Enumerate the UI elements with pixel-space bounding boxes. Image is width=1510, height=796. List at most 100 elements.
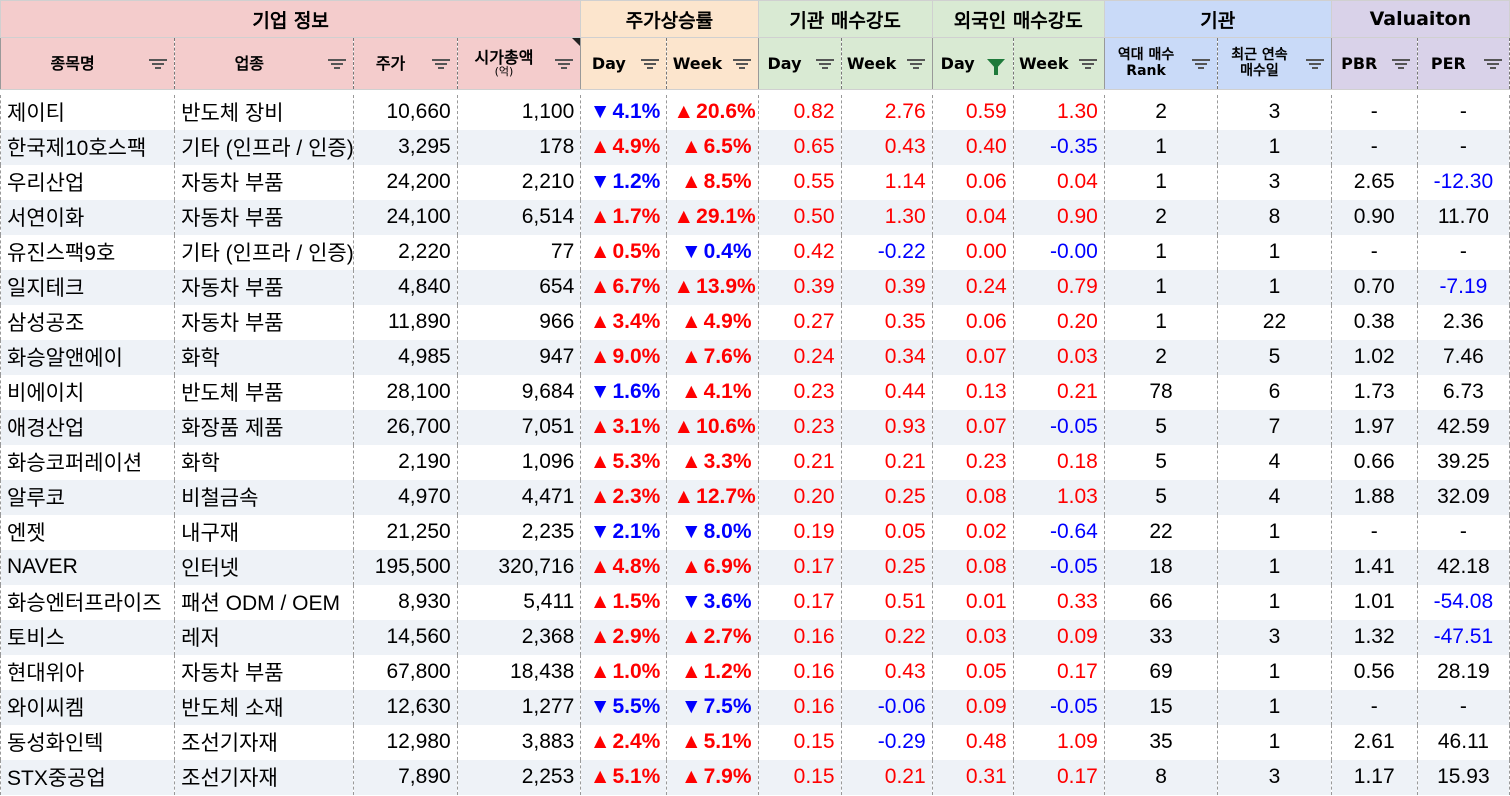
cell-price-day[interactable]: 5.3% <box>580 444 668 480</box>
cell-foreign-week[interactable]: 1.09 <box>1012 724 1105 760</box>
cell-name[interactable]: 엔젯 <box>0 514 176 550</box>
cell-foreign-day[interactable]: 0.05 <box>931 654 1014 690</box>
cell-foreign-day[interactable]: 0.01 <box>931 584 1014 620</box>
cell-foreign-week[interactable]: 0.21 <box>1012 374 1105 410</box>
cell-name[interactable]: 화승코퍼레이션 <box>0 444 176 480</box>
cell-inst-week[interactable]: 2.76 <box>840 94 933 130</box>
cell-foreign-day[interactable]: 0.23 <box>931 444 1014 480</box>
cell-inst-week[interactable]: 0.93 <box>840 409 933 445</box>
cell-market-cap[interactable]: 4,471 <box>456 479 582 515</box>
cell-streak[interactable]: 22 <box>1217 304 1332 340</box>
cell-foreign-week[interactable]: 0.17 <box>1012 654 1105 690</box>
cell-inst-week[interactable]: -0.29 <box>840 724 933 760</box>
cell-per[interactable]: 42.59 <box>1416 409 1510 445</box>
cell-price-week[interactable]: 1.2% <box>666 654 759 690</box>
cell-rank[interactable]: 5 <box>1103 444 1219 480</box>
cell-inst-day[interactable]: 0.55 <box>757 164 842 200</box>
cell-per[interactable]: 32.09 <box>1416 479 1510 515</box>
cell-price[interactable]: 4,985 <box>353 339 458 375</box>
cell-price[interactable]: 24,200 <box>353 164 458 200</box>
cell-per[interactable]: 15.93 <box>1416 759 1510 795</box>
cell-inst-week[interactable]: 0.51 <box>840 584 933 620</box>
cell-per[interactable]: -12.30 <box>1416 164 1510 200</box>
cell-streak[interactable]: 1 <box>1217 234 1332 270</box>
cell-foreign-day[interactable]: 0.09 <box>931 689 1014 725</box>
cell-price-week[interactable]: 7.5% <box>666 689 759 725</box>
cell-inst-day[interactable]: 0.16 <box>757 654 842 690</box>
cell-streak[interactable]: 1 <box>1217 129 1332 165</box>
cell-price-day[interactable]: 9.0% <box>580 339 668 375</box>
cell-rank[interactable]: 5 <box>1103 409 1219 445</box>
table-row[interactable]: 토비스레저14,5602,3682.9%2.7%0.160.220.030.09… <box>0 619 1510 655</box>
cell-foreign-day[interactable]: 0.04 <box>931 199 1014 235</box>
cell-name[interactable]: STX중공업 <box>0 759 176 795</box>
cell-foreign-week[interactable]: -0.05 <box>1012 549 1105 585</box>
cell-price[interactable]: 11,890 <box>353 304 458 340</box>
col-header-sector[interactable]: 업종 <box>174 37 355 90</box>
cell-sector[interactable]: 비철금속 <box>174 479 355 515</box>
cell-inst-day[interactable]: 0.16 <box>757 689 842 725</box>
cell-name[interactable]: 애경산업 <box>0 409 176 445</box>
cell-sector[interactable]: 기타 (인프라 / 인증) <box>174 234 355 270</box>
cell-per[interactable]: 46.11 <box>1416 724 1510 760</box>
cell-rank[interactable]: 66 <box>1103 584 1219 620</box>
cell-price-week[interactable]: 13.9% <box>666 269 759 305</box>
cell-foreign-day[interactable]: 0.06 <box>931 304 1014 340</box>
filter-icon[interactable] <box>732 57 752 71</box>
cell-price-day[interactable]: 1.7% <box>580 199 668 235</box>
cell-price-week[interactable]: 29.1% <box>666 199 759 235</box>
cell-market-cap[interactable]: 2,368 <box>456 619 582 655</box>
cell-price[interactable]: 7,890 <box>353 759 458 795</box>
cell-rank[interactable]: 18 <box>1103 549 1219 585</box>
cell-pbr[interactable]: 0.56 <box>1330 654 1418 690</box>
cell-sector[interactable]: 인터넷 <box>174 549 355 585</box>
cell-price[interactable]: 21,250 <box>353 514 458 550</box>
cell-market-cap[interactable]: 1,100 <box>456 94 582 130</box>
cell-price-week[interactable]: 6.5% <box>666 129 759 165</box>
filter-icon[interactable] <box>1078 57 1098 71</box>
filter-icon[interactable] <box>1305 57 1325 71</box>
table-row[interactable]: 화승코퍼레이션화학2,1901,0965.3%3.3%0.210.210.230… <box>0 444 1510 480</box>
cell-sector[interactable]: 반도체 장비 <box>174 94 355 130</box>
cell-price[interactable]: 2,220 <box>353 234 458 270</box>
cell-pbr[interactable]: 0.70 <box>1330 269 1418 305</box>
cell-market-cap[interactable]: 178 <box>456 129 582 165</box>
cell-pbr[interactable]: 1.88 <box>1330 479 1418 515</box>
cell-inst-week[interactable]: 0.22 <box>840 619 933 655</box>
cell-price-day[interactable]: 2.1% <box>580 514 668 550</box>
cell-sector[interactable]: 내구재 <box>174 514 355 550</box>
cell-inst-day[interactable]: 0.17 <box>757 584 842 620</box>
table-row[interactable]: 화승알앤에이화학4,9859479.0%7.6%0.240.340.070.03… <box>0 339 1510 375</box>
cell-name[interactable]: 삼성공조 <box>0 304 176 340</box>
cell-foreign-day[interactable]: 0.31 <box>931 759 1014 795</box>
cell-foreign-week[interactable]: 0.04 <box>1012 164 1105 200</box>
col-header-per[interactable]: PER <box>1416 37 1510 90</box>
cell-market-cap[interactable]: 2,253 <box>456 759 582 795</box>
cell-market-cap[interactable]: 6,514 <box>456 199 582 235</box>
cell-inst-day[interactable]: 0.17 <box>757 549 842 585</box>
cell-name[interactable]: 서연이화 <box>0 199 176 235</box>
cell-inst-day[interactable]: 0.50 <box>757 199 842 235</box>
cell-inst-week[interactable]: 0.35 <box>840 304 933 340</box>
cell-rank[interactable]: 2 <box>1103 339 1219 375</box>
cell-foreign-day[interactable]: 0.59 <box>931 94 1014 130</box>
col-header-streak[interactable]: 최근 연속 매수일 <box>1217 37 1332 90</box>
cell-foreign-day[interactable]: 0.08 <box>931 549 1014 585</box>
cell-market-cap[interactable]: 966 <box>456 304 582 340</box>
cell-inst-week[interactable]: 0.21 <box>840 444 933 480</box>
cell-name[interactable]: 현대위아 <box>0 654 176 690</box>
cell-pbr[interactable]: - <box>1330 94 1418 130</box>
cell-streak[interactable]: 3 <box>1217 619 1332 655</box>
cell-price[interactable]: 67,800 <box>353 654 458 690</box>
cell-price-week[interactable]: 3.3% <box>666 444 759 480</box>
cell-inst-week[interactable]: 0.25 <box>840 549 933 585</box>
cell-market-cap[interactable]: 2,235 <box>456 514 582 550</box>
cell-market-cap[interactable]: 1,277 <box>456 689 582 725</box>
active-filter-icon[interactable] <box>986 58 1005 75</box>
cell-rank[interactable]: 35 <box>1103 724 1219 760</box>
cell-foreign-week[interactable]: 0.03 <box>1012 339 1105 375</box>
cell-foreign-day[interactable]: 0.00 <box>931 234 1014 270</box>
cell-price-week[interactable]: 4.9% <box>666 304 759 340</box>
